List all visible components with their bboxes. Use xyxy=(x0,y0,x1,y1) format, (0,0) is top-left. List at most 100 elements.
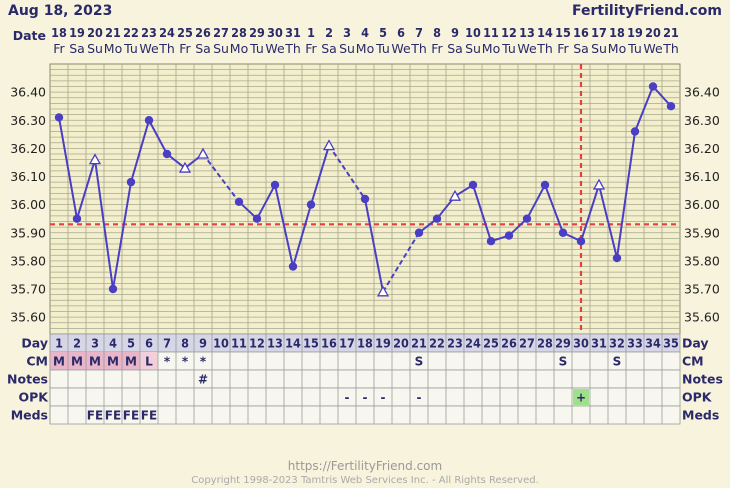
cell-day: 26 xyxy=(501,336,517,351)
opk-cell-positive xyxy=(573,389,589,405)
temp-segment-dashed xyxy=(202,153,240,203)
weekday-label: Su xyxy=(591,41,607,56)
weekday-label: Tu xyxy=(501,41,516,56)
weekday-label: Sa xyxy=(321,41,337,56)
cell-cm: M xyxy=(71,355,83,369)
weekday-label: Tu xyxy=(627,41,642,56)
cell-day: 10 xyxy=(213,336,229,351)
temp-point xyxy=(162,149,172,159)
date-label: 20 xyxy=(87,25,103,40)
temp-point xyxy=(144,116,154,125)
temp-point xyxy=(504,231,514,240)
cell-day: 30 xyxy=(573,336,589,351)
weekday-label: We xyxy=(265,41,285,56)
date-label: 28 xyxy=(231,25,247,40)
weekday-label: Su xyxy=(339,41,355,56)
weekday-label: We xyxy=(643,41,663,56)
cm-cell-menstruation xyxy=(86,352,104,370)
temp-point xyxy=(72,214,82,223)
brand-name[interactable]: FertilityFriend.com xyxy=(572,3,722,19)
weekday-label: Fr xyxy=(557,41,569,56)
weekday-label: We xyxy=(391,41,411,56)
date-label: 8 xyxy=(433,25,441,40)
cell-cm: S xyxy=(613,355,622,369)
date-label: 22 xyxy=(123,25,139,40)
temp-segment xyxy=(274,184,294,267)
temp-point xyxy=(522,214,532,223)
temp-segment xyxy=(112,181,132,290)
temp-point xyxy=(288,262,298,271)
cell-day: 22 xyxy=(429,336,445,351)
footer-url[interactable]: https://FertilityFriend.com xyxy=(288,459,442,473)
date-label: 26 xyxy=(195,25,211,40)
date-label: 19 xyxy=(627,25,643,40)
date-label: 19 xyxy=(69,25,85,40)
cell-day: 2 xyxy=(73,336,81,351)
cell-day: 29 xyxy=(555,336,571,351)
temp-segment xyxy=(148,119,168,155)
cell-day: 4 xyxy=(109,336,117,351)
cell-day: 16 xyxy=(321,336,337,351)
temp-segment xyxy=(652,85,672,107)
cell-cm: L xyxy=(145,355,153,369)
cell-day: 18 xyxy=(357,336,373,351)
date-label: 11 xyxy=(483,25,499,40)
cell-day: 35 xyxy=(663,336,679,351)
cell-cm: * xyxy=(200,355,207,369)
cell-day: 3 xyxy=(91,336,99,351)
temp-point-open xyxy=(322,139,336,151)
date-label: 23 xyxy=(141,25,157,40)
date-label: 29 xyxy=(249,25,265,40)
y-tick-label-left: 36.20 xyxy=(10,141,46,156)
cell-day: 8 xyxy=(181,336,189,351)
weekday-label: Th xyxy=(662,41,679,56)
temp-point-open xyxy=(196,147,210,159)
cell-meds: FE xyxy=(123,409,139,423)
cell-opk: - xyxy=(363,391,368,405)
temp-point xyxy=(252,214,262,223)
temp-point xyxy=(306,200,316,209)
temp-segment-dashed xyxy=(328,145,366,200)
temp-point xyxy=(558,228,568,237)
temp-point xyxy=(432,214,442,223)
cell-day: 31 xyxy=(591,336,607,351)
chart-date: Aug 18, 2023 xyxy=(8,3,112,19)
row-label-opk: OPK xyxy=(19,390,50,405)
plot-area: 36.40 36.40 36.30 36.30 36.20 36.20 36.10 36.10… xyxy=(10,25,720,335)
temp-point xyxy=(234,197,244,207)
row-label-opk-right: OPK xyxy=(682,390,713,405)
weekday-label: Th xyxy=(158,41,175,56)
cell-cm: * xyxy=(164,355,171,369)
cell-day: 23 xyxy=(447,336,463,351)
weekday-label: Mo xyxy=(230,41,248,56)
cell-cm: * xyxy=(182,355,189,369)
weekday-label: Mo xyxy=(356,41,374,56)
temp-segment xyxy=(472,184,492,242)
cell-cm: S xyxy=(559,355,568,369)
cm-cell-menstruation xyxy=(50,352,68,370)
cell-day: 5 xyxy=(127,336,135,351)
cell-cm: M xyxy=(125,355,137,369)
temp-point xyxy=(666,101,676,111)
temp-segment xyxy=(130,119,150,183)
y-tick-label-right: 36.30 xyxy=(684,113,720,128)
date-row-label: Date xyxy=(13,28,46,43)
cell-day: 21 xyxy=(411,336,427,351)
weekday-label: Sa xyxy=(573,41,589,56)
date-label: 14 xyxy=(537,25,553,40)
temp-point xyxy=(360,194,370,204)
date-label: 13 xyxy=(519,25,535,40)
cell-day: 15 xyxy=(303,336,319,351)
weekday-label: Su xyxy=(213,41,229,56)
weekday-label: We xyxy=(517,41,537,56)
temp-segment xyxy=(364,198,384,293)
temp-segment xyxy=(292,204,312,267)
weekday-label: Su xyxy=(87,41,103,56)
cell-cm: M xyxy=(89,355,101,369)
date-label: 21 xyxy=(105,25,121,40)
temp-segment xyxy=(634,86,654,132)
row-label-day-right: Day xyxy=(682,336,709,351)
cm-cell-light xyxy=(140,352,158,370)
row-label-meds: Meds xyxy=(11,408,48,423)
cm-cell-menstruation xyxy=(104,352,122,370)
